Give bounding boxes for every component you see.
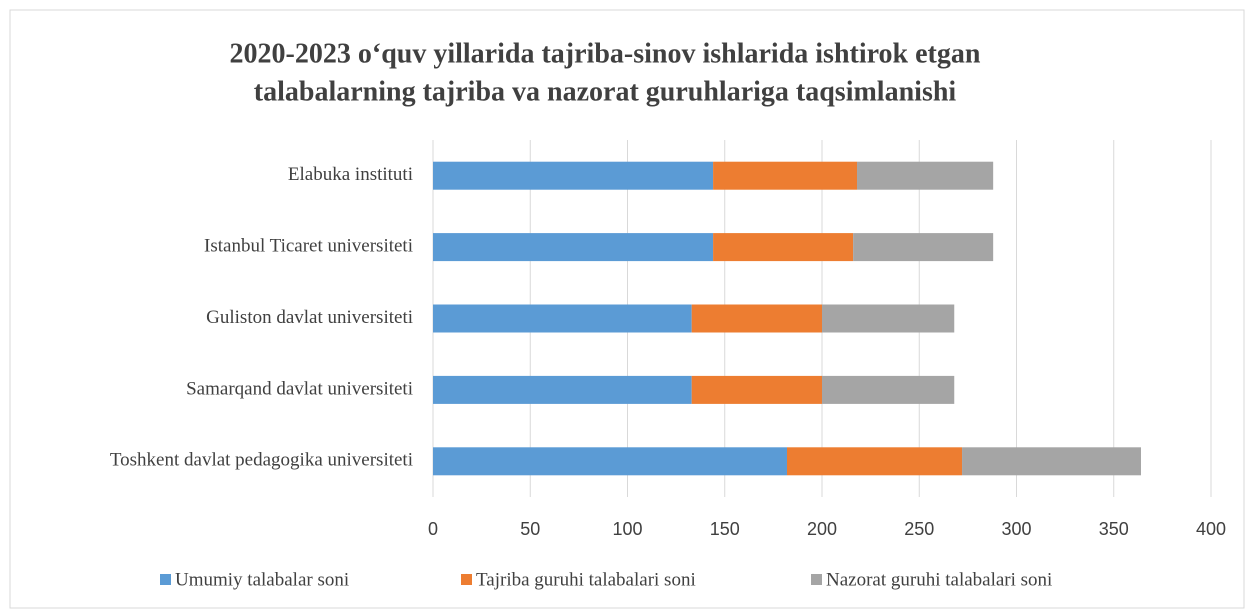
x-tick-label: 200 xyxy=(807,519,837,539)
y-tick-label: Guliston davlat universiteti xyxy=(206,307,413,328)
legend-label: Tajriba guruhi talabalari soni xyxy=(476,569,696,590)
x-tick-label: 250 xyxy=(904,519,934,539)
bar-segment xyxy=(822,304,955,333)
x-tick-label: 150 xyxy=(710,519,740,539)
x-tick-label: 400 xyxy=(1196,519,1226,539)
y-tick-label: Istanbul Ticaret universiteti xyxy=(204,235,413,256)
chart-title: 2020-2023 o‘quv yillarida tajriba-sinov … xyxy=(230,38,981,69)
bar-segment xyxy=(822,375,955,404)
bar-segment xyxy=(786,447,963,476)
legend-swatch xyxy=(160,574,171,585)
bar-segment xyxy=(433,447,787,476)
x-tick-label: 300 xyxy=(1001,519,1031,539)
x-tick-label: 0 xyxy=(428,519,438,539)
legend-label: Umumiy talabalar soni xyxy=(175,569,349,590)
bar-segment xyxy=(691,375,822,404)
bar-segment xyxy=(433,233,714,262)
x-tick-label: 100 xyxy=(612,519,642,539)
bar-segment xyxy=(433,375,692,404)
bar-segment xyxy=(713,233,854,262)
legend-swatch xyxy=(811,574,822,585)
y-tick-label: Elabuka instituti xyxy=(288,164,413,185)
bar-segment xyxy=(857,161,994,190)
bar-segment xyxy=(713,161,858,190)
bar-segment xyxy=(853,233,994,262)
bar-segment xyxy=(433,161,714,190)
legend-swatch xyxy=(461,574,472,585)
y-tick-label: Toshkent davlat pedagogika universiteti xyxy=(110,450,413,471)
x-tick-label: 50 xyxy=(520,519,540,539)
bar-segment xyxy=(433,304,692,333)
legend-label: Nazorat guruhi talabalari soni xyxy=(826,569,1052,590)
bar-segment xyxy=(962,447,1141,476)
y-tick-label: Samarqand davlat universiteti xyxy=(186,378,413,399)
bar-segment xyxy=(691,304,822,333)
chart-subtitle: talabalarning tajriba va nazorat guruhla… xyxy=(254,76,957,107)
x-tick-label: 350 xyxy=(1099,519,1129,539)
